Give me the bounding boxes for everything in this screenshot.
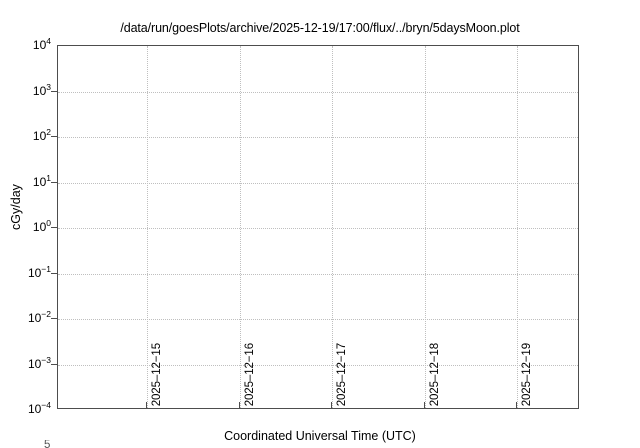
gridline-vertical [517,46,518,408]
x-tick-label: 2025‒12−17 [336,343,348,407]
y-tick-label: 101 [32,172,51,189]
y-tick-label: 10−4 [27,400,51,416]
gridlines [58,46,578,408]
x-tick-label: 2025‒12−18 [428,343,441,407]
gridline-horizontal [58,182,578,184]
y-tick-mark [51,181,58,183]
gridline-vertical [424,46,426,408]
y-tick-label: 100 [32,218,51,234]
plot-frame [57,45,579,409]
gridline-horizontal [58,273,578,275]
gridline-vertical [239,46,241,408]
y-tick-label: 102 [32,127,51,143]
gridline-horizontal [58,319,578,320]
gridline-vertical [332,46,333,408]
gridline-horizontal [58,228,578,229]
x-tick-mark [146,402,147,409]
gridline-horizontal [58,137,578,138]
y-tick-label: 104 [32,36,51,52]
y-axis-label: cGy/day [9,184,23,230]
x-tick-mark [238,402,240,409]
clipped-footer-glyph: 5 [44,440,51,448]
x-tick-mark [516,402,517,409]
y-tick-label: 10−1 [27,263,51,280]
x-tick-mark [331,402,332,409]
y-tick-label: 10−2 [27,309,51,325]
x-axis-label: Coordinated Universal Time (UTC) [224,429,416,443]
y-tick-label: 103 [32,81,51,98]
x-tick-label: 2025‒12−15 [151,343,163,407]
chart-title: /data/run/goesPlots/archive/2025-12-19/1… [120,21,520,35]
y-tick-mark [51,318,58,319]
x-tick-label: 2025‒12−19 [521,343,533,407]
y-tick-mark [51,90,58,92]
y-tick-mark [51,227,58,228]
y-tick-label: 10−3 [27,354,51,371]
y-tick-mark [51,136,58,137]
x-tick-label: 2025‒12−16 [243,343,256,407]
gridline-vertical [147,46,148,408]
x-tick-mark [423,402,425,409]
y-tick-mark [51,363,58,365]
gridline-horizontal [58,91,578,93]
gridline-horizontal [58,364,578,366]
y-tick-mark [51,272,58,274]
